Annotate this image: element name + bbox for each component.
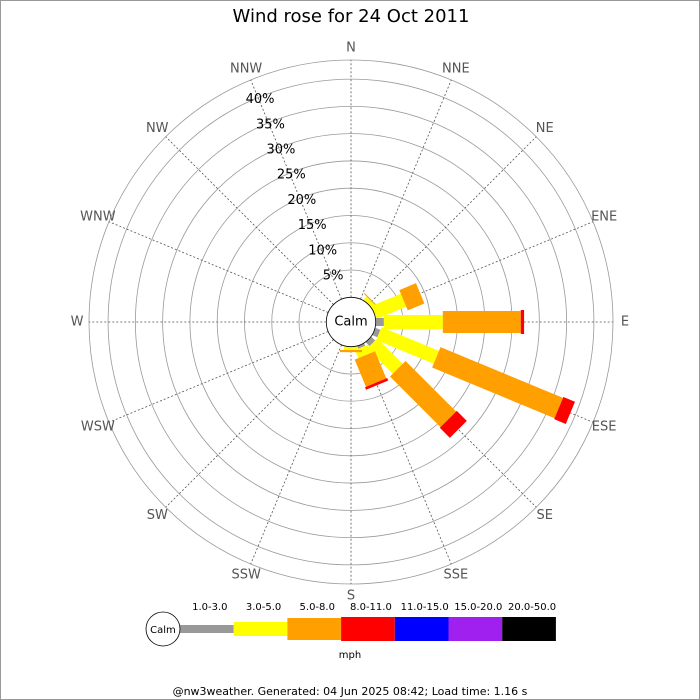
bar-segment: [376, 327, 439, 364]
bar-segment: [365, 336, 376, 347]
r-tick-label: 5%: [323, 268, 344, 283]
legend-label: 1.0-3.0: [192, 602, 227, 613]
bar-segment: [399, 283, 425, 311]
spoke: [108, 221, 329, 313]
spoke: [165, 339, 334, 508]
legend-label: 20.0-50.0: [508, 602, 556, 613]
bar-segment: [554, 396, 575, 424]
spoke: [360, 79, 452, 300]
direction-label: SW: [147, 508, 168, 523]
bar-segment: [354, 351, 387, 387]
bar-segment: [365, 378, 389, 390]
legend-swatch: [233, 622, 288, 636]
spoke: [165, 136, 334, 305]
direction-label: WNW: [80, 210, 116, 225]
legend-label: 3.0-5.0: [246, 602, 281, 613]
direction-label: W: [71, 315, 84, 330]
direction-bars: [354, 343, 389, 390]
r-tick-label: 35%: [256, 117, 285, 132]
unit-label: mph: [339, 650, 361, 661]
direction-label: S: [347, 589, 355, 604]
r-tick-label: 15%: [298, 218, 327, 233]
direction-bars: [340, 346, 362, 353]
calm-circle: [325, 296, 377, 348]
grid-ring: [162, 133, 540, 511]
spoke: [250, 344, 342, 565]
bar-segment: [375, 318, 384, 326]
bar-segment: [355, 344, 372, 359]
legend-label: 15.0-20.0: [454, 602, 502, 613]
spoke: [108, 331, 329, 423]
spoke: [368, 136, 537, 305]
bar-segment: [439, 410, 467, 438]
r-tick-label: 40%: [246, 92, 275, 107]
legend-swatch: [394, 617, 449, 641]
bar-segment: [344, 346, 358, 350]
bar-segment: [340, 349, 362, 353]
direction-label: SE: [537, 508, 553, 523]
direction-label: NE: [536, 121, 554, 136]
direction-label: NNE: [442, 61, 470, 76]
direction-bars: [375, 310, 525, 334]
legend-swatch: [287, 618, 342, 640]
bar-segment: [372, 327, 381, 338]
bar-segment: [367, 338, 403, 374]
direction-label: SSE: [443, 568, 468, 583]
direction-label: NNW: [230, 61, 262, 76]
direction-label: NW: [146, 121, 169, 136]
legend-label: 8.0-11.0: [350, 602, 392, 613]
r-tick-label: 30%: [266, 142, 295, 157]
r-tick-label: 10%: [308, 243, 337, 258]
direction-label: N: [346, 41, 356, 56]
direction-bars: [365, 336, 467, 438]
chart-title: Wind rose for 24 Oct 2011: [233, 6, 470, 27]
spoke: [373, 221, 594, 313]
legend-label: 11.0-15.0: [401, 602, 449, 613]
direction-label: WSW: [81, 419, 115, 434]
footer: @nw3weather. Generated: 04 Jun 2025 08:4…: [173, 685, 528, 698]
direction-label: ENE: [591, 210, 617, 225]
direction-bars: [371, 283, 425, 320]
spoke: [360, 344, 452, 565]
legend-calm-label: Calm: [150, 625, 176, 636]
r-tick-label: 20%: [287, 193, 316, 208]
bar-segment: [520, 310, 525, 334]
direction-label: ESE: [592, 419, 617, 434]
direction-label: SSW: [231, 568, 261, 583]
legend-swatch: [502, 617, 556, 641]
legend-calm: [145, 611, 181, 647]
calm-label: Calm: [334, 315, 367, 330]
bar-segment: [371, 293, 407, 320]
bar-segment: [390, 361, 457, 428]
bar-segment: [442, 311, 521, 333]
r-tick-label: 25%: [277, 168, 306, 183]
grid-ring: [107, 78, 595, 566]
direction-bars: [372, 327, 575, 424]
bar-segment: [383, 315, 443, 329]
grid-ring: [134, 105, 568, 539]
legend-swatch: [341, 617, 395, 641]
bar-segment: [432, 347, 563, 419]
bar-segment: [356, 343, 366, 349]
spoke: [368, 339, 537, 508]
spoke: [250, 79, 342, 300]
legend-swatch: [180, 625, 234, 633]
legend-swatch: [448, 617, 503, 641]
legend-label: 5.0-8.0: [300, 602, 335, 613]
direction-label: E: [621, 315, 629, 330]
